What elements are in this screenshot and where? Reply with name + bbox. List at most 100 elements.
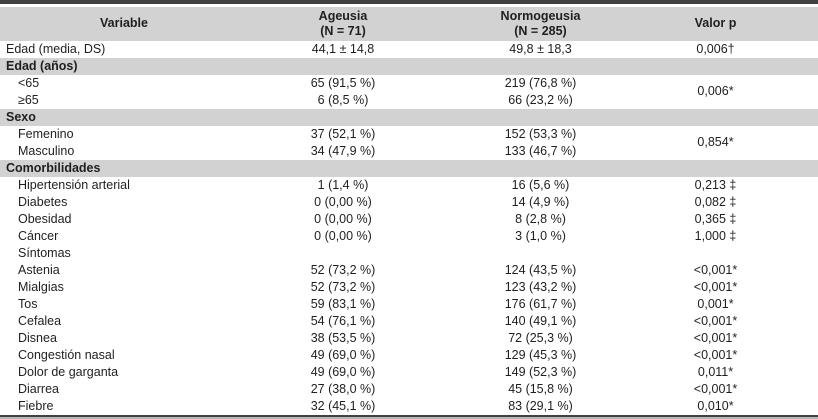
- row-label: Astenia: [18, 262, 60, 277]
- p-value: 0,010*: [697, 398, 734, 413]
- table-row: Cáncer 0 (0,00 %) 3 (1,0 %) 1,000 ‡: [0, 228, 818, 245]
- table-row: Hipertensión arterial 1 (1,4 %) 16 (5,6 %)…: [0, 177, 818, 194]
- normogeusia-value: 3 (1,0 %): [515, 228, 566, 243]
- normogeusia-value: [438, 245, 643, 262]
- row-label: Disnea: [18, 330, 57, 345]
- ageusia-value: 52 (73,2 %): [310, 279, 376, 294]
- row-label: Obesidad: [18, 211, 72, 226]
- table-row: Tos 59 (83,1 %) 176 (61,7 %) 0,001*: [0, 296, 818, 313]
- table-row: Fiebre 32 (45,1 %) 83 (29,1 %) 0,010*: [0, 398, 818, 415]
- p-value: 0,011*: [697, 364, 734, 379]
- normogeusia-value: 140 (49,1 %): [504, 313, 577, 328]
- table-row: Diarrea 27 (38,0 %) 45 (15,8 %) <0,001*: [0, 381, 818, 398]
- normogeusia-value: 219 (76,8 %): [504, 75, 577, 90]
- column-header-normogeusia: Normogeusia (N = 285): [438, 7, 643, 41]
- row-label: Hipertensión arterial: [18, 177, 130, 192]
- table-row: ≥65 6 (8,5 %) 66 (23,2 %): [0, 92, 818, 109]
- table-row: Obesidad 0 (0,00 %) 8 (2,8 %) 0,365 ‡: [0, 211, 818, 228]
- table-row: Dolor de garganta 49 (69,0 %) 149 (52,3 %)…: [0, 364, 818, 381]
- table-row: Masculino 34 (47,9 %) 133 (46,7 %): [0, 143, 818, 160]
- column-header-ageusia-n: (N = 71): [320, 23, 366, 38]
- ageusia-value: 27 (38,0 %): [310, 381, 376, 396]
- row-label: Congestión nasal: [18, 347, 115, 362]
- row-label: Cáncer: [18, 228, 59, 243]
- p-value: 0,854*: [697, 135, 734, 149]
- row-label: Femenino: [18, 126, 74, 141]
- ageusia-value: [248, 245, 438, 262]
- section-row: Comorbilidades: [0, 159, 818, 177]
- column-header-ageusia-name: Ageusia: [318, 9, 368, 23]
- ageusia-value: 0 (0,00 %): [314, 228, 372, 243]
- p-value: 0,006†: [696, 41, 735, 56]
- column-header-variable: Variable: [0, 7, 248, 41]
- normogeusia-value: 133 (46,7 %): [504, 143, 577, 158]
- section-label: Comorbilidades: [0, 159, 818, 177]
- p-value: <0,001*: [693, 330, 738, 345]
- p-value: 0,213 ‡: [694, 177, 737, 192]
- table-row: Edad (media, DS) 44,1 ± 14,8 49,8 ± 18,3 0,…: [0, 41, 818, 58]
- row-label: Fiebre: [18, 398, 54, 413]
- normogeusia-value: 149 (52,3 %): [504, 364, 577, 379]
- row-label: Edad (media, DS): [6, 41, 106, 56]
- normogeusia-value: 8 (2,8 %): [515, 211, 566, 226]
- normogeusia-value: 152 (53,3 %): [504, 126, 577, 141]
- table-top-rule: [0, 0, 818, 4]
- table-row: Diabetes 0 (0,00 %) 14 (4,9 %) 0,082 ‡: [0, 194, 818, 211]
- ageusia-value: 38 (53,5 %): [310, 330, 376, 345]
- p-value: [643, 245, 818, 262]
- section-label: Sexo: [0, 108, 818, 126]
- column-header-valor-p: Valor p: [643, 7, 818, 41]
- ageusia-value: 0 (0,00 %): [314, 211, 372, 226]
- row-label: Diarrea: [18, 381, 59, 396]
- ageusia-value: 52 (73,2 %): [310, 262, 376, 277]
- row-label: Cefalea: [18, 313, 62, 328]
- ageusia-value: 49 (69,0 %): [310, 347, 376, 362]
- normogeusia-value: 83 (29,1 %): [508, 398, 573, 413]
- results-table: Variable Ageusia (N = 71) Normogeusia (N…: [0, 7, 818, 415]
- table-row: Femenino 37 (52,1 %) 152 (53,3 %) 0,854*: [0, 126, 818, 150]
- table-row: Astenia 52 (73,2 %) 124 (43,5 %) <0,001*: [0, 262, 818, 279]
- p-value: <0,001*: [693, 262, 738, 277]
- row-label: Masculino: [18, 143, 75, 158]
- section-row: Sexo: [0, 108, 818, 126]
- normogeusia-value: 16 (5,6 %): [511, 177, 570, 192]
- p-value: <0,001*: [693, 381, 738, 396]
- column-header-normogeusia-n: (N = 285): [514, 23, 567, 38]
- subheader-row: Síntomas: [0, 245, 818, 262]
- p-value: <0,001*: [693, 313, 738, 328]
- normogeusia-value: 66 (23,2 %): [508, 92, 573, 107]
- table-header: Variable Ageusia (N = 71) Normogeusia (N…: [0, 7, 818, 41]
- p-value: <0,001*: [693, 347, 738, 362]
- row-label: ≥65: [18, 92, 39, 107]
- ageusia-value: 37 (52,1 %): [310, 126, 376, 141]
- row-label: Dolor de garganta: [18, 364, 119, 379]
- header-row: Variable Ageusia (N = 71) Normogeusia (N…: [0, 7, 818, 41]
- column-header-ageusia: Ageusia (N = 71): [248, 7, 438, 41]
- p-value: 0,001*: [697, 296, 734, 311]
- normogeusia-value: 176 (61,7 %): [504, 296, 577, 311]
- normogeusia-value: 14 (4,9 %): [511, 194, 570, 209]
- normogeusia-value: 49,8 ± 18,3: [509, 41, 572, 56]
- p-value: 1,000 ‡: [694, 228, 737, 243]
- column-header-normogeusia-name: Normogeusia: [500, 9, 581, 23]
- ageusia-value: 1 (1,4 %): [317, 177, 369, 192]
- ageusia-value: 59 (83,1 %): [310, 296, 376, 311]
- row-label: Síntomas: [18, 245, 71, 260]
- normogeusia-value: 124 (43,5 %): [504, 262, 577, 277]
- p-value: <0,001*: [693, 279, 738, 294]
- section-row: Edad (años): [0, 57, 818, 75]
- table-row: Mialgias 52 (73,2 %) 123 (43,2 %) <0,001*: [0, 279, 818, 296]
- normogeusia-value: 72 (25,3 %): [508, 330, 573, 345]
- row-label: Diabetes: [18, 194, 68, 209]
- normogeusia-value: 129 (45,3 %): [504, 347, 577, 362]
- p-value: 0,006*: [697, 84, 734, 98]
- row-label: Tos: [18, 296, 38, 311]
- ageusia-value: 65 (91,5 %): [310, 75, 376, 90]
- ageusia-value: 0 (0,00 %): [314, 194, 372, 209]
- ageusia-value: 6 (8,5 %): [317, 92, 369, 107]
- row-label: <65: [18, 75, 40, 90]
- ageusia-value: 34 (47,9 %): [310, 143, 376, 158]
- ageusia-value: 44,1 ± 14,8: [311, 41, 375, 56]
- p-value: 0,082 ‡: [694, 194, 737, 209]
